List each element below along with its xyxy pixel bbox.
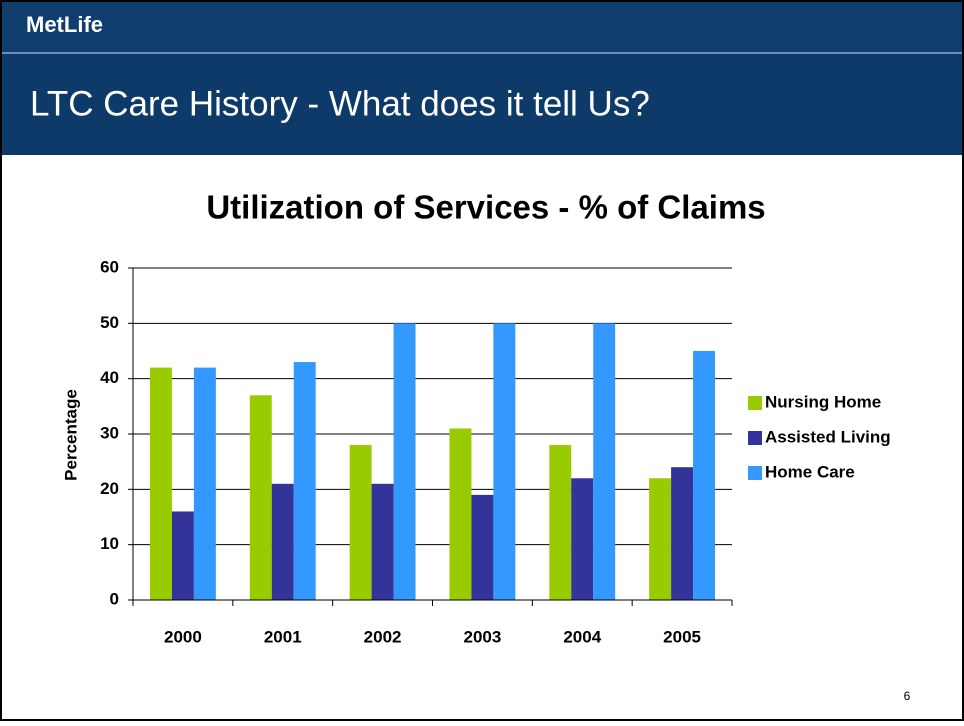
x-tick-label: 2004 [563,627,601,646]
x-tick-label: 2000 [164,627,202,646]
bar [393,323,416,600]
bar [449,428,472,600]
bar [649,478,672,600]
legend-label: Home Care [765,462,855,481]
bar [349,445,372,600]
y-tick-label: 60 [100,257,119,276]
legend-label: Assisted Living [765,427,891,446]
y-tick-label: 0 [110,589,119,608]
y-tick-label: 50 [100,313,119,332]
bar [271,483,294,600]
x-tick-label: 2003 [464,627,502,646]
bar [249,395,272,600]
bar [293,362,316,600]
y-axis-label: Percentage [61,389,80,481]
chart-title: Utilization of Services - % of Claims [206,189,765,226]
brand-band [0,0,964,52]
bar [171,511,194,600]
bar [549,445,572,600]
bar [593,323,616,600]
bar [493,323,516,600]
legend-label: Nursing Home [765,392,881,411]
bar [193,367,216,600]
y-tick-label: 40 [100,368,119,387]
x-tick-label: 2001 [264,627,302,646]
title-band [0,54,964,155]
brand-logo: MetLife [26,12,103,37]
slide-title: LTC Care History - What does it tell Us? [30,84,650,123]
legend-swatch [748,396,762,410]
bar [671,467,694,600]
y-tick-label: 30 [100,423,119,442]
bar [371,483,394,600]
x-tick-label: 2002 [364,627,402,646]
y-tick-label: 10 [100,534,119,553]
y-tick-label: 20 [100,479,119,498]
band-separator [0,52,964,54]
legend-swatch [748,431,762,445]
x-tick-label: 2005 [663,627,701,646]
bar [571,478,594,600]
legend-swatch [748,466,762,480]
page-number: 6 [904,689,911,703]
bar [693,351,716,600]
bar [471,494,494,600]
bar [149,367,172,600]
